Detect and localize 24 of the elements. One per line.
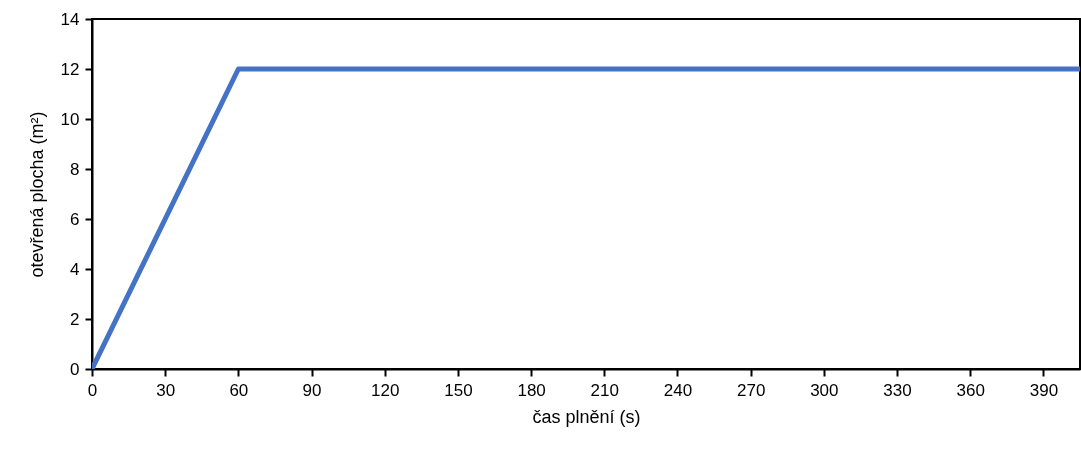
x-tick-label: 330 [883, 380, 912, 400]
x-tick-label: 60 [229, 380, 249, 400]
x-tick-label: 390 [1029, 380, 1059, 400]
x-tick-label: 360 [956, 380, 985, 400]
y-tick-label: 14 [60, 9, 80, 29]
y-axis-title: otevřená plocha (m²) [26, 111, 47, 278]
x-tick-label: 300 [810, 380, 839, 400]
x-axis-title: čas plnění (s) [532, 406, 641, 427]
x-tick-label: 90 [302, 380, 322, 400]
y-tick-label: 8 [70, 159, 80, 179]
x-tick-label: 180 [517, 380, 546, 400]
y-tick-label: 12 [60, 59, 80, 79]
x-tick-label: 0 [87, 380, 98, 400]
x-tick-label: 120 [371, 380, 400, 400]
y-tick-label: 6 [70, 209, 80, 229]
x-tick-label: 150 [444, 380, 473, 400]
y-tick-label: 4 [70, 259, 80, 279]
x-tick-label: 30 [156, 380, 176, 400]
y-tick-label: 10 [60, 109, 80, 129]
x-tick-label: 240 [663, 380, 693, 400]
y-tick-label: 0 [70, 359, 80, 379]
x-tick-label: 270 [736, 380, 766, 400]
y-tick-label: 2 [70, 309, 80, 329]
x-tick-label: 210 [590, 380, 619, 400]
